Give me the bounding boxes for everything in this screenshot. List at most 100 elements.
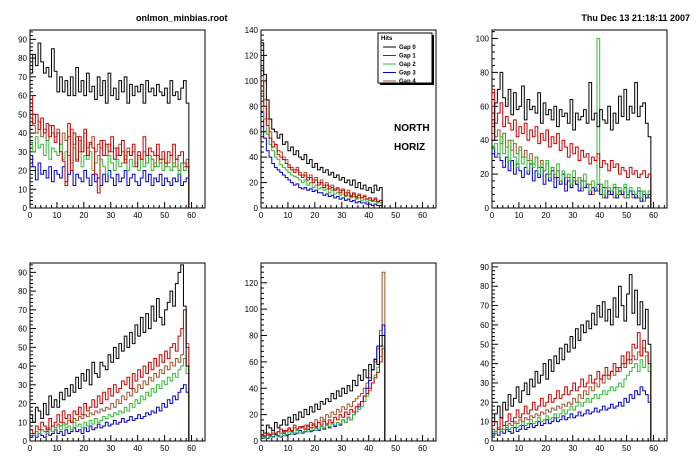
y-tick-label: 20 (249, 411, 258, 420)
timestamp-label: Thu Dec 13 21:18:11 2007 (581, 13, 690, 23)
y-tick-label: 10 (18, 185, 27, 194)
y-tick-label: 0 (254, 204, 259, 213)
x-tick-label: 30 (106, 444, 115, 453)
y-tick-label: 40 (249, 384, 258, 393)
x-tick-label: 60 (649, 444, 658, 453)
y-tick-label: 120 (245, 51, 259, 60)
x-tick-label: 20 (541, 444, 550, 453)
plot-frame (260, 262, 437, 442)
x-tick-label: 0 (28, 444, 33, 453)
y-tick-label: 30 (480, 379, 489, 388)
y-tick-label: 90 (480, 263, 489, 272)
series-gap-0 (30, 264, 190, 441)
series-gap-1 (30, 95, 190, 208)
y-tick-label: 0 (485, 204, 490, 213)
histogram-panel-4: 0 10 20 30 40 50 60 0 10 20 30 40 50 60 70 80 90 (18, 262, 206, 453)
x-tick-label: 50 (160, 444, 169, 453)
y-axis: 0 20 40 60 80 100 (476, 31, 498, 213)
x-tick-label: 20 (541, 211, 550, 220)
x-tick-label: 0 (490, 211, 495, 220)
y-tick-label: 70 (18, 306, 27, 315)
x-tick-label: 20 (79, 211, 88, 220)
histogram-panel-6: 0 10 20 30 40 50 60 0 10 20 30 40 50 60 70 80 90 (480, 262, 668, 453)
y-tick-label: 50 (480, 340, 489, 349)
x-tick-label: 40 (364, 211, 373, 220)
series-gap-2 (492, 355, 652, 441)
series-gap-0 (492, 71, 652, 208)
series-gap-2 (261, 345, 386, 441)
y-tick-label: 60 (480, 321, 489, 330)
y-tick-label: 20 (480, 398, 489, 407)
x-tick-label: 50 (622, 444, 631, 453)
x-tick-label: 40 (595, 211, 604, 220)
y-tick-label: 10 (480, 418, 489, 427)
y-tick-label: 20 (18, 400, 27, 409)
legend-entry: Gap 3 (399, 71, 416, 77)
y-tick-label: 70 (480, 302, 489, 311)
x-axis: 0 10 20 30 40 50 60 (259, 202, 434, 220)
y-axis: 0 10 20 30 40 50 60 70 80 90 (480, 262, 498, 446)
x-axis: 0 10 20 30 40 50 60 (259, 435, 434, 453)
legend-entry: Gap 1 (399, 54, 416, 60)
y-tick-label: 100 (245, 305, 259, 314)
x-tick-label: 30 (106, 211, 115, 220)
y-tick-label: 0 (485, 437, 490, 446)
y-tick-label: 40 (249, 153, 258, 162)
y-tick-label: 60 (18, 325, 27, 334)
x-tick-label: 40 (364, 444, 373, 453)
y-tick-label: 90 (18, 35, 27, 44)
y-tick-label: 40 (480, 360, 489, 369)
series-gap-1 (492, 332, 652, 441)
histogram-panel-2: 0 10 20 30 40 50 60 0 20 40 60 80 100 120 140 Hits Gap 0… (245, 26, 437, 220)
y-tick-label: 0 (23, 204, 28, 213)
series-gap-0 (30, 42, 190, 208)
x-axis: 0 10 20 30 40 50 60 (490, 435, 665, 453)
x-tick-label: 0 (490, 444, 495, 453)
series-gap-3 (492, 386, 652, 441)
y-tick-label: 60 (18, 92, 27, 101)
x-tick-label: 30 (337, 444, 346, 453)
x-tick-label: 10 (514, 444, 523, 453)
x-tick-label: 10 (283, 211, 292, 220)
y-tick-label: 40 (18, 362, 27, 371)
x-tick-label: 50 (622, 211, 631, 220)
y-tick-label: 50 (18, 343, 27, 352)
x-tick-label: 0 (259, 444, 264, 453)
x-tick-label: 20 (79, 444, 88, 453)
series-gap-4 (492, 347, 652, 441)
series-gap-2 (492, 37, 652, 208)
y-tick-label: 10 (18, 418, 27, 427)
y-tick-label: 60 (249, 358, 258, 367)
legend-title: Hits (381, 36, 393, 42)
legend-box (377, 32, 433, 84)
y-tick-label: 40 (18, 129, 27, 138)
x-tick-label: 60 (418, 444, 427, 453)
file-name-label: onlmon_minbias.root (136, 13, 228, 23)
series-gap-0 (261, 42, 383, 208)
y-tick-label: 140 (245, 26, 259, 35)
x-tick-label: 50 (391, 444, 400, 453)
y-axis: 0 20 40 60 80 100 120 (245, 266, 267, 446)
series-gap-3 (30, 155, 190, 208)
histogram-panel-3: 0 10 20 30 40 50 60 0 20 40 60 80 100 (476, 29, 668, 220)
y-tick-label: 40 (480, 136, 489, 145)
x-tick-label: 60 (187, 444, 196, 453)
y-tick-label: 60 (249, 128, 258, 137)
y-tick-label: 60 (480, 102, 489, 111)
legend-entry: Gap 2 (399, 62, 416, 68)
x-tick-label: 40 (133, 444, 142, 453)
x-tick-label: 40 (595, 444, 604, 453)
y-tick-label: 20 (18, 167, 27, 176)
x-axis: 0 10 20 30 40 50 60 (28, 435, 203, 453)
y-tick-label: 50 (18, 110, 27, 119)
x-tick-label: 0 (259, 211, 264, 220)
y-tick-label: 100 (476, 34, 490, 43)
y-tick-label: 120 (245, 279, 259, 288)
x-axis: 0 10 20 30 40 50 60 (28, 202, 203, 220)
x-tick-label: 10 (283, 444, 292, 453)
x-tick-label: 60 (187, 211, 196, 220)
series-gap-0 (261, 335, 386, 441)
y-tick-label: 90 (18, 268, 27, 277)
y-tick-label: 80 (18, 54, 27, 63)
